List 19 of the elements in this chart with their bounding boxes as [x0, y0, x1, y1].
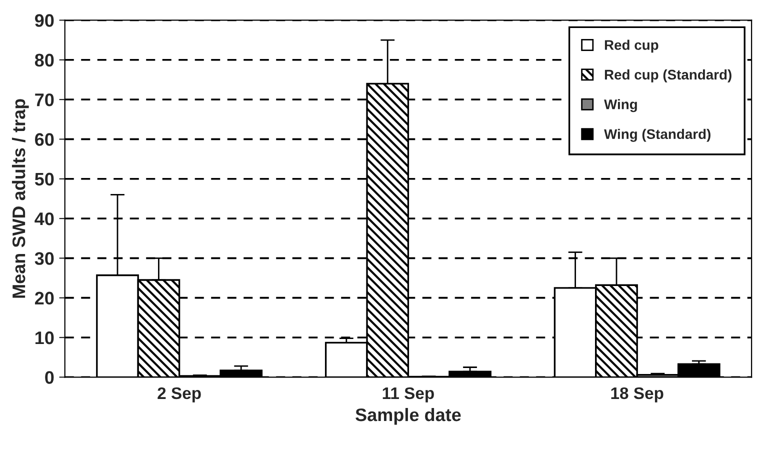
y-tick-label: 70 — [35, 93, 54, 106]
y-tick-label: 50 — [34, 172, 54, 186]
y-tick-label: 10 — [35, 331, 54, 344]
y-tick-label: 60 — [35, 133, 54, 146]
legend-label: Wing (Standard) — [604, 128, 710, 142]
y-tick-label: 20 — [34, 292, 54, 305]
legend-label: Red cup (Standard) — [604, 69, 732, 82]
y-tick-label: 40 — [34, 212, 54, 226]
legend-label: Red cup — [604, 40, 658, 53]
y-tick-label: 30 — [34, 252, 54, 265]
legend-label: Wing — [604, 99, 637, 112]
x-tick-label: 11 Sep — [382, 387, 434, 402]
y-axis-title: Mean SWD adults / trap — [12, 99, 29, 298]
x-axis-title: Sample date — [356, 408, 461, 425]
y-tick-label: 0 — [45, 371, 54, 384]
x-tick-label: 2 Sep — [158, 387, 201, 402]
y-tick-label: 80 — [34, 54, 54, 67]
y-tick-label: 90 — [34, 14, 54, 27]
x-tick-label: 18 Sep — [611, 387, 664, 402]
